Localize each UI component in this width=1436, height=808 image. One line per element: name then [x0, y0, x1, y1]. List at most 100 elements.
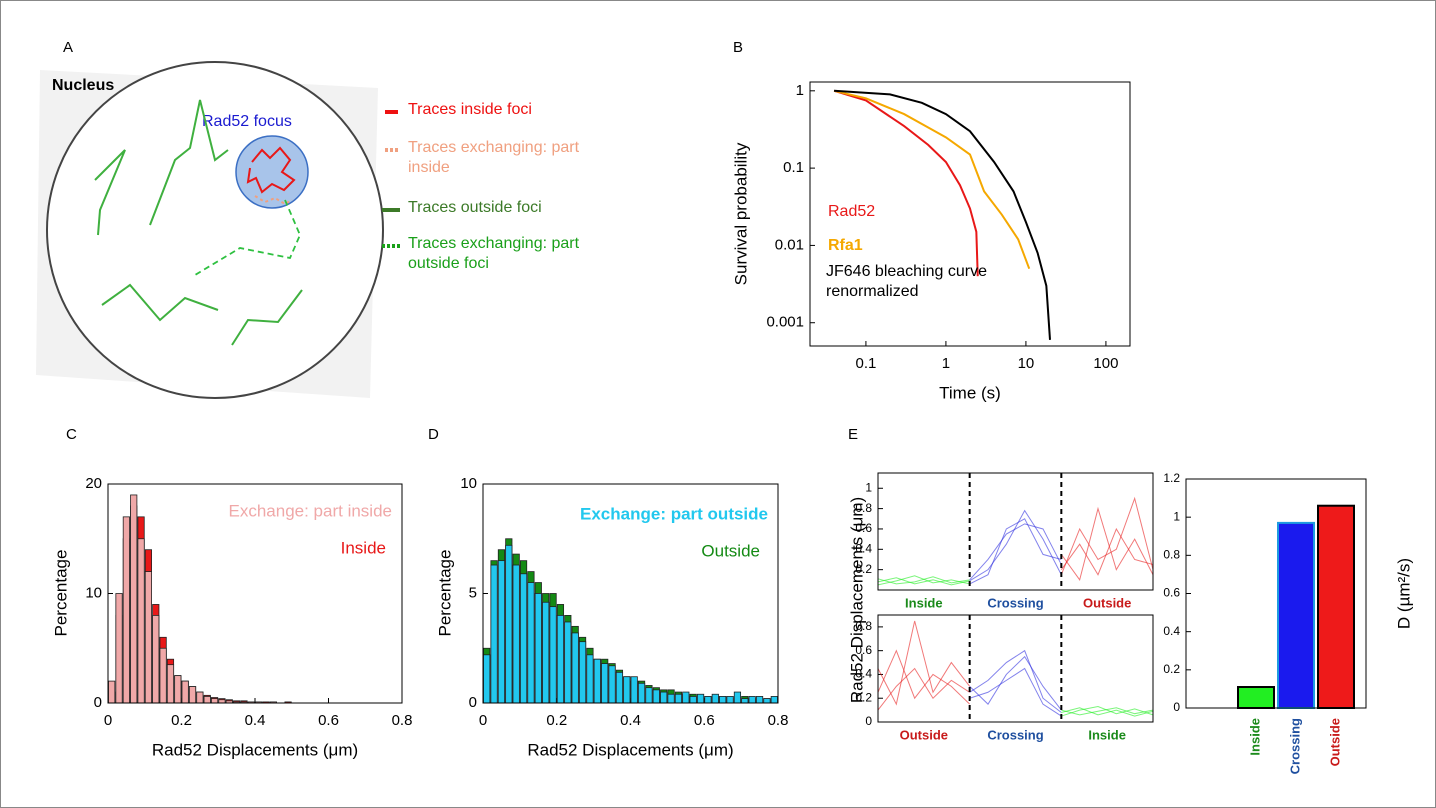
- trace: [1060, 527, 1154, 576]
- legend-label: Rfa1: [828, 237, 863, 254]
- legend-label: Traces exchanging: part inside: [408, 139, 580, 176]
- outside-trace: [231, 289, 303, 346]
- x-axis-label: Rad52 Displacements (μm): [152, 740, 358, 759]
- plot-area: [878, 615, 1153, 722]
- histogram-bar: [660, 691, 668, 704]
- outside-trace: [94, 149, 126, 236]
- y-tick-label: 0.8: [1163, 548, 1180, 562]
- y-tick-label: 10: [85, 584, 102, 601]
- histogram-bar: [571, 632, 579, 704]
- focus: [235, 135, 309, 209]
- histogram-bar: [196, 691, 204, 704]
- group-label: Crossing: [987, 727, 1043, 742]
- y-tick-label: 5: [469, 584, 477, 601]
- panel-letter: D: [428, 426, 439, 443]
- panel-a: A Nucleus Rad52 focus: [36, 39, 400, 399]
- histogram-bar: [674, 693, 683, 704]
- y-tick-label: 0.4: [855, 667, 872, 681]
- histogram-bar: [601, 663, 609, 704]
- group-label: Outside: [1083, 595, 1131, 610]
- legend-label: Traces inside foci: [408, 101, 532, 118]
- y-axis-label: Percentage: [435, 550, 454, 637]
- histogram-bar: [578, 641, 587, 704]
- legend-label: Exchange: part inside: [229, 501, 393, 520]
- histogram-bar: [608, 665, 616, 704]
- histogram-bar: [174, 675, 182, 704]
- histogram-bar: [181, 680, 189, 704]
- x-tick-label: 0.6: [694, 712, 715, 729]
- x-axis-label: Time (s): [939, 383, 1001, 402]
- histogram-bar: [115, 593, 123, 704]
- focus-label: Rad52 focus: [202, 113, 292, 130]
- x-tick-label: 0: [479, 712, 487, 729]
- x-tick-label: Crossing: [1287, 718, 1302, 774]
- histogram-bar: [505, 544, 513, 704]
- trace: [1061, 707, 1154, 716]
- histogram-bar: [130, 494, 138, 704]
- plot-frame: [877, 472, 1154, 591]
- bar: [1277, 521, 1315, 709]
- x-tick-label: 0.6: [318, 712, 339, 729]
- outside-trace: [101, 283, 219, 322]
- exchange-outside-trace: [194, 199, 301, 276]
- histogram-bar: [188, 686, 197, 704]
- trace: [1061, 707, 1154, 717]
- histogram-bar: [741, 698, 749, 704]
- histogram-bar: [549, 606, 557, 704]
- exchange-inside-trace: [254, 195, 293, 206]
- y-tick-label: 0: [1173, 700, 1180, 714]
- histogram-bar: [704, 696, 712, 704]
- y-axis-label: D (µm²/s): [1394, 558, 1413, 629]
- x-tick-label: 10: [1018, 355, 1035, 372]
- histogram-bar: [152, 615, 160, 704]
- y-tick-label: 0.01: [775, 236, 804, 253]
- y-tick-label: 0.8: [855, 501, 872, 515]
- panel-letter: E: [848, 426, 858, 443]
- plot-frame: [877, 614, 1154, 723]
- x-tick-label: 0.4: [620, 712, 641, 729]
- trace: [877, 577, 970, 586]
- group-label: Outside: [900, 727, 948, 742]
- y-tick-label: 0.4: [1163, 624, 1180, 638]
- group-label: Inside: [1088, 727, 1126, 742]
- histogram-bar: [623, 676, 631, 704]
- histogram-bar: [645, 687, 653, 704]
- trace: [969, 523, 1062, 581]
- histogram-bar: [763, 698, 771, 704]
- panel-letter: B: [733, 39, 743, 56]
- histogram-bar: [137, 538, 145, 704]
- group-label: Inside: [905, 595, 943, 610]
- y-tick-label: 0.8: [855, 619, 872, 633]
- x-tick-label: Inside: [1247, 718, 1262, 756]
- histogram-bar: [534, 593, 542, 704]
- histogram-bar: [519, 573, 528, 704]
- plot-area: [810, 82, 1130, 346]
- histogram-bar: [203, 696, 211, 704]
- histogram-bar: [166, 664, 175, 704]
- trace: [969, 655, 1062, 711]
- y-tick-label: 0: [94, 694, 102, 711]
- y-tick-label: 0.6: [855, 521, 872, 535]
- histogram-bar: [770, 696, 778, 704]
- histogram-bar: [689, 696, 697, 704]
- histogram-bar: [527, 582, 535, 704]
- trace: [969, 509, 1062, 582]
- histogram-bar: [586, 654, 594, 704]
- legend-label: Rad52: [828, 203, 875, 220]
- histogram-bar: [512, 564, 520, 704]
- panel-letter: A: [63, 39, 73, 56]
- trace: [969, 667, 1062, 717]
- legend-label: JF646 bleaching curve renormalized: [826, 263, 987, 300]
- y-axis-label: Rad52 Displacements (μm): [847, 497, 866, 703]
- x-tick-label: 0.4: [245, 712, 266, 729]
- x-tick-label: 0.8: [768, 712, 789, 729]
- trace: [877, 649, 971, 705]
- trace: [877, 620, 971, 706]
- histogram-bar: [122, 516, 130, 704]
- y-tick-label: 0.001: [766, 314, 804, 331]
- histogram-bar: [667, 693, 675, 704]
- survival-curve: [833, 89, 979, 277]
- histogram-bar: [615, 671, 624, 704]
- histogram-bar: [144, 571, 152, 704]
- group-label: Crossing: [987, 595, 1043, 610]
